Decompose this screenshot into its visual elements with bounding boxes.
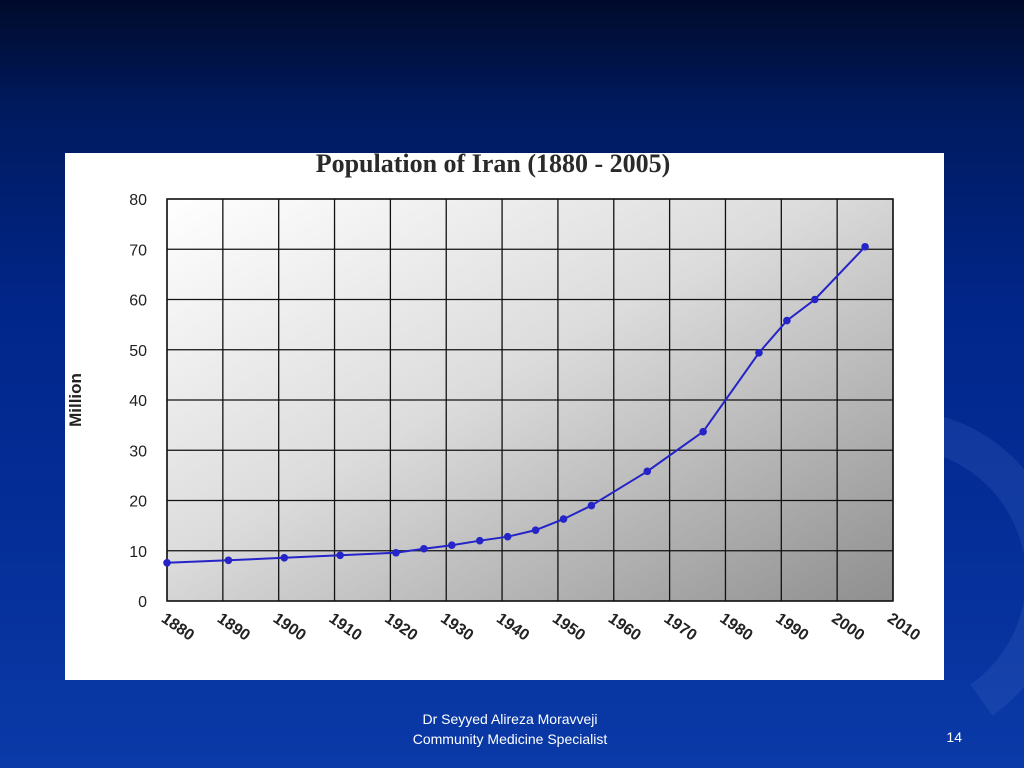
data-point [531, 526, 540, 534]
x-tick-label: 1940 [493, 610, 532, 644]
data-point [475, 536, 484, 545]
x-tick-label: 1980 [717, 610, 756, 644]
chart-title: Population of Iran (1880 - 2005) [316, 153, 671, 178]
data-point [755, 348, 763, 357]
data-point [163, 559, 171, 567]
data-point [392, 548, 400, 557]
data-point [699, 427, 707, 436]
slide-number: 14 [946, 729, 962, 745]
series-line [166, 246, 866, 564]
population-line-chart: Population of Iran (1880 - 2005) Million… [66, 153, 923, 645]
y-tick-label: 60 [129, 293, 147, 310]
x-tick-label: 1880 [158, 610, 197, 644]
data-point [224, 556, 233, 565]
data-point [280, 553, 289, 562]
y-tick-label: 30 [129, 443, 147, 460]
y-tick-label: 80 [129, 192, 147, 209]
x-tick-label: 1930 [437, 610, 476, 644]
data-point [811, 295, 819, 304]
x-tick-label: 1990 [772, 610, 811, 644]
author-role: Community Medicine Specialist [412, 731, 608, 747]
author-name: Dr Seyyed Alireza Moravveji [422, 711, 598, 727]
y-tick-label: 10 [129, 544, 147, 561]
data-point [643, 467, 652, 476]
x-tick-label: 1970 [661, 610, 700, 644]
data-point [861, 242, 869, 251]
y-tick-label: 0 [138, 594, 147, 611]
plot-border [166, 198, 894, 602]
y-tick-label: 20 [129, 494, 147, 511]
x-tick-label: 1900 [270, 610, 309, 644]
data-point [559, 515, 568, 523]
data-point [448, 541, 456, 550]
data-point [336, 551, 344, 560]
footer-author-block: Dr Seyyed Alireza Moravveji Community Me… [300, 709, 720, 749]
x-tick-label: 2000 [828, 610, 867, 644]
data-point [420, 544, 428, 553]
y-tick-label: 50 [129, 343, 147, 360]
data-point [503, 532, 512, 541]
x-tick-label: 1960 [605, 610, 644, 644]
x-tick-label: 1910 [326, 610, 365, 644]
x-tick-label: 1950 [549, 610, 588, 644]
x-tick-label: 2010 [884, 610, 923, 644]
x-tick-label: 1890 [214, 610, 253, 644]
y-tick-label: 70 [129, 242, 147, 259]
data-point [587, 501, 596, 510]
y-axis-label: Million [66, 373, 85, 427]
x-tick-label: 1920 [382, 610, 421, 644]
data-point [783, 316, 791, 325]
chart-image-frame: Population of Iran (1880 - 2005) Million… [65, 153, 944, 680]
y-tick-label: 40 [129, 393, 147, 410]
